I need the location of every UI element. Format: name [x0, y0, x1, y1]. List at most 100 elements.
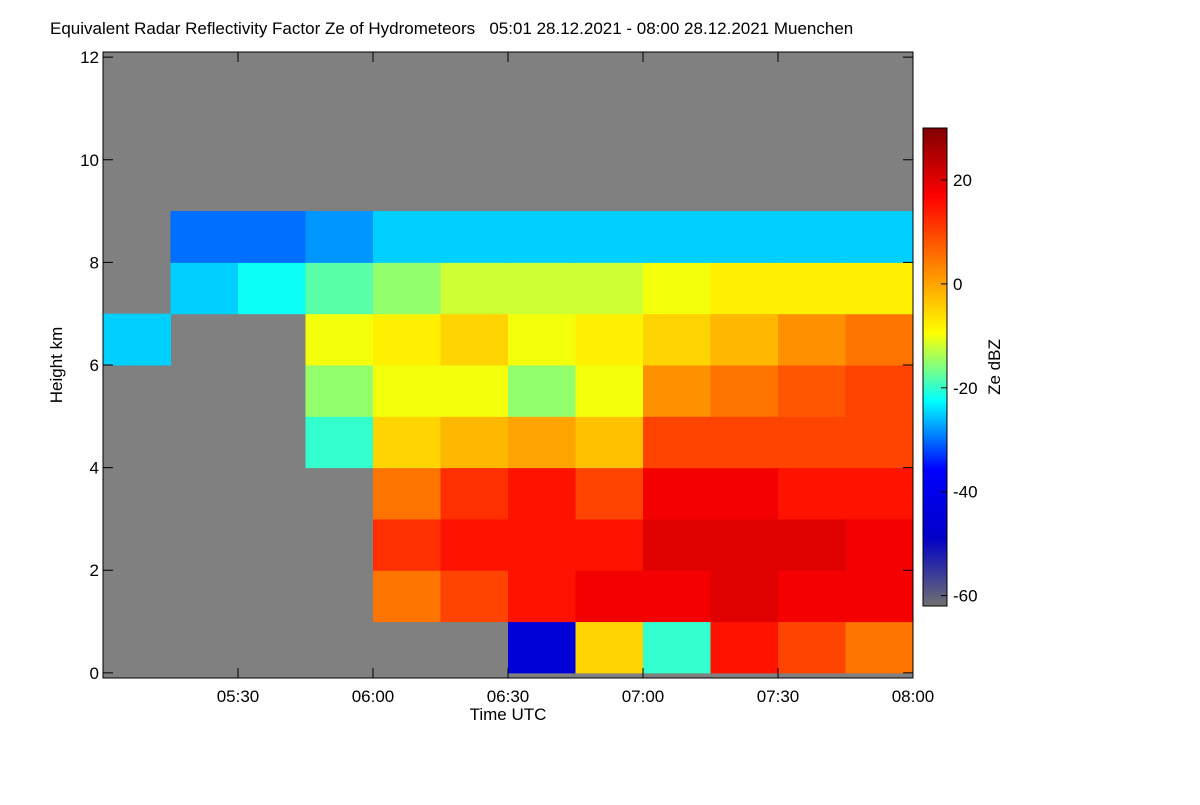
heatmap-cell	[710, 570, 779, 623]
x-tick-label: 07:00	[622, 687, 665, 706]
heatmap-cell	[238, 262, 306, 315]
heatmap-cell	[373, 365, 441, 417]
colorbar-tick-label: 20	[953, 171, 972, 190]
heatmap-cell	[778, 416, 846, 469]
heatmap-cell	[778, 211, 846, 263]
heatmap-cell	[710, 211, 779, 263]
heatmap-cell	[845, 467, 914, 520]
y-tick-label: 4	[90, 459, 99, 478]
y-tick-label: 2	[90, 561, 99, 580]
heatmap-cell	[845, 262, 914, 315]
heatmap-cell	[710, 313, 779, 366]
heatmap-cell	[845, 621, 914, 674]
heatmap-cell	[643, 211, 711, 263]
heatmap-cell	[373, 570, 441, 623]
heatmap-cell	[575, 211, 644, 263]
heatmap-cell	[103, 313, 171, 366]
colorbar-tick-label: -20	[953, 379, 978, 398]
heatmap-cell	[845, 211, 914, 263]
heatmap-cell	[643, 365, 711, 417]
heatmap-cell	[305, 365, 374, 417]
heatmap-cell	[710, 262, 779, 315]
heatmap-cell	[575, 621, 644, 674]
x-tick-label: 05:30	[217, 687, 260, 706]
heatmap-cell	[373, 416, 441, 469]
heatmap-cell	[508, 313, 576, 366]
heatmap-cell	[305, 313, 374, 366]
colorbar-tick-label: -40	[953, 483, 978, 502]
heatmap-cell	[508, 262, 576, 315]
heatmap-cell	[508, 467, 576, 520]
heatmap-cell	[778, 365, 846, 417]
colorbar-label: Ze dBZ	[985, 339, 1004, 395]
y-tick-label: 0	[90, 664, 99, 683]
heatmap-cell	[575, 570, 644, 623]
heatmap-cell	[643, 467, 711, 520]
chart-title: Equivalent Radar Reflectivity Factor Ze …	[50, 19, 853, 38]
x-tick-label: 06:30	[487, 687, 530, 706]
heatmap-cell	[778, 313, 846, 366]
heatmap-cell	[508, 211, 576, 263]
heatmap-cell	[440, 467, 509, 520]
heatmap-cell	[373, 211, 441, 263]
heatmap-cell	[440, 570, 509, 623]
heatmap-cell	[710, 416, 779, 469]
heatmap-cell	[845, 518, 914, 571]
heatmap-cell	[778, 467, 846, 520]
heatmap-cell	[643, 621, 711, 674]
heatmap-cell	[373, 467, 441, 520]
heatmap-cell	[440, 416, 509, 469]
x-axis-label: Time UTC	[470, 705, 547, 724]
heatmap-cell	[710, 365, 779, 417]
colorbar	[922, 127, 948, 607]
heatmap-cell	[508, 365, 576, 417]
heatmap-cell	[373, 262, 441, 315]
heatmap-cell	[778, 518, 846, 571]
heatmap-cell	[170, 211, 239, 263]
heatmap-cell	[710, 467, 779, 520]
heatmap-cell	[710, 518, 779, 571]
heatmap-cell	[440, 262, 509, 315]
colorbar-tick-label: 0	[953, 275, 962, 294]
x-tick-label: 08:00	[892, 687, 935, 706]
heatmap-cell	[373, 518, 441, 571]
heatmap-cell	[440, 211, 509, 263]
heatmap-cell	[710, 621, 779, 674]
heatmap-cell	[305, 211, 374, 263]
heatmap-cell	[575, 262, 644, 315]
heatmap-cell	[305, 416, 374, 469]
heatmap-cell	[440, 518, 509, 571]
y-axis-label: Height km	[47, 327, 66, 404]
heatmap-cell	[575, 313, 644, 366]
heatmap-cell	[643, 416, 711, 469]
heatmap-cell	[778, 621, 846, 674]
heatmap-cell	[575, 518, 644, 571]
heatmap-cell	[508, 570, 576, 623]
heatmap-cell	[373, 313, 441, 366]
colorbar-tick-label: -60	[953, 587, 978, 606]
heatmap-cell	[845, 365, 914, 417]
heatmap-cell	[575, 416, 644, 469]
heatmap-cell	[508, 621, 576, 674]
heatmap-cell	[238, 211, 306, 263]
y-tick-label: 8	[90, 253, 99, 272]
heatmap-cell	[643, 518, 711, 571]
y-tick-label: 10	[80, 151, 99, 170]
heatmap-cell	[440, 365, 509, 417]
heatmap-cell	[440, 313, 509, 366]
heatmap-cell	[845, 570, 914, 623]
heatmap-cell	[778, 570, 846, 623]
heatmap-cell	[778, 262, 846, 315]
x-tick-label: 06:00	[352, 687, 395, 706]
heatmap-cell	[170, 262, 239, 315]
heatmap-cell	[575, 467, 644, 520]
heatmap-cell	[575, 365, 644, 417]
heatmap-cell	[305, 262, 374, 315]
heatmap-cell	[845, 313, 914, 366]
heatmap-cell	[643, 262, 711, 315]
heatmap-cell	[508, 518, 576, 571]
y-tick-label: 6	[90, 356, 99, 375]
heatmap-cell	[845, 416, 914, 469]
heatmap-cell	[643, 570, 711, 623]
